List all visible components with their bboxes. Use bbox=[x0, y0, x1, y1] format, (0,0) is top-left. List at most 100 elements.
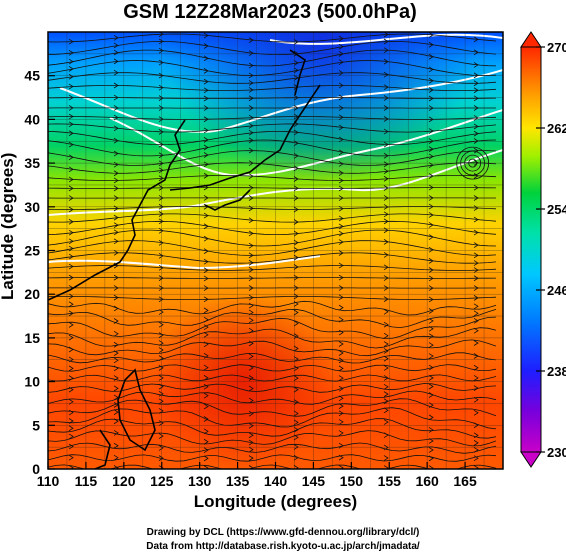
wind-arrow bbox=[68, 433, 74, 440]
wind-arrow bbox=[68, 130, 74, 137]
wind-arrow bbox=[293, 410, 299, 417]
x-tick-label: 110 bbox=[37, 473, 60, 489]
wind-arrow bbox=[338, 385, 344, 392]
wind-arrow bbox=[68, 113, 74, 120]
wind-arrow bbox=[113, 222, 119, 228]
wind-arrow bbox=[293, 185, 299, 192]
wind-arrow bbox=[293, 206, 299, 213]
wind-arrow bbox=[158, 167, 164, 174]
wind-arrow bbox=[248, 375, 254, 381]
wind-arrow bbox=[158, 455, 164, 461]
wind-arrow bbox=[158, 59, 164, 66]
wind-arrow bbox=[383, 239, 389, 245]
wind-arrow bbox=[248, 95, 254, 102]
chart-title: GSM 12Z28Mar2023 (500.0hPa) bbox=[123, 1, 417, 23]
wind-arrow bbox=[158, 141, 164, 148]
streamline bbox=[48, 383, 497, 393]
wind-arrow bbox=[293, 399, 299, 405]
wind-arrow bbox=[68, 141, 74, 148]
wind-arrow bbox=[203, 161, 209, 168]
wind-arrow bbox=[428, 364, 434, 371]
wind-arrow bbox=[428, 41, 434, 48]
wind-arrow bbox=[248, 439, 254, 446]
wind-arrow bbox=[428, 32, 434, 38]
wind-arrow bbox=[203, 316, 209, 323]
wind-arrow bbox=[428, 128, 434, 134]
wind-arrow bbox=[158, 211, 164, 217]
wind-arrow bbox=[293, 60, 299, 66]
wind-arrow bbox=[158, 105, 164, 111]
wind-arrow bbox=[428, 184, 434, 191]
wind-arrow bbox=[293, 264, 299, 270]
wind-arrow bbox=[248, 364, 254, 371]
wind-arrow bbox=[68, 293, 74, 300]
streamline bbox=[48, 374, 497, 382]
wind-arrow bbox=[113, 58, 119, 65]
wind-arrow bbox=[203, 55, 209, 62]
wind-arrow bbox=[338, 195, 344, 201]
wind-arrow bbox=[428, 455, 434, 462]
colorbar-top-arrow bbox=[520, 31, 542, 48]
streamline bbox=[48, 308, 497, 329]
streamline bbox=[48, 464, 497, 469]
wind-arrow bbox=[473, 130, 479, 137]
wind-arrow bbox=[68, 166, 74, 173]
wind-arrow bbox=[248, 259, 254, 266]
wind-arrow bbox=[383, 391, 389, 397]
wind-arrow bbox=[68, 238, 74, 245]
wind-arrow bbox=[293, 39, 299, 45]
wind-arrow bbox=[338, 70, 344, 76]
y-tick-label: 45 bbox=[24, 68, 40, 84]
wind-arrow bbox=[473, 340, 479, 346]
wind-arrow bbox=[248, 37, 254, 43]
wind-arrow bbox=[113, 454, 119, 461]
x-tick-label: 125 bbox=[150, 473, 174, 489]
wind-arrow bbox=[383, 444, 389, 451]
wind-arrow bbox=[203, 172, 209, 179]
wind-arrow bbox=[383, 348, 389, 354]
wind-arrow bbox=[113, 465, 119, 469]
wind-arrow bbox=[248, 294, 254, 301]
wind-arrow bbox=[203, 416, 209, 422]
wind-arrow bbox=[203, 144, 209, 151]
wind-arrow bbox=[113, 394, 119, 401]
wind-arrow bbox=[158, 390, 164, 397]
wind-arrow bbox=[248, 80, 254, 86]
wind-arrow bbox=[338, 357, 344, 364]
wind-arrow bbox=[473, 147, 479, 154]
wind-arrow bbox=[473, 455, 479, 462]
wind-arrow bbox=[68, 418, 74, 424]
wind-arrow bbox=[428, 392, 434, 398]
streamline bbox=[48, 229, 497, 247]
wind-arrow bbox=[338, 410, 344, 417]
streamline bbox=[48, 40, 497, 56]
wind-arrow bbox=[113, 150, 119, 157]
wind-arrow bbox=[203, 223, 209, 230]
wind-arrow bbox=[158, 95, 164, 101]
wind-arrow bbox=[203, 465, 209, 469]
y-tick-label: 35 bbox=[24, 155, 40, 171]
wind-arrow bbox=[383, 398, 389, 405]
wind-arrow bbox=[473, 310, 479, 317]
streamline bbox=[48, 49, 497, 67]
wind-arrow bbox=[428, 153, 434, 160]
wind-arrow bbox=[158, 398, 164, 405]
wind-arrow bbox=[383, 275, 389, 281]
wind-arrow bbox=[383, 95, 389, 101]
y-tick-label: 25 bbox=[24, 243, 40, 259]
wind-arrow bbox=[113, 105, 119, 111]
wind-arrow bbox=[68, 105, 74, 111]
streamline bbox=[48, 213, 497, 223]
streamline bbox=[48, 162, 497, 174]
wind-arrow bbox=[68, 38, 74, 45]
wind-arrow bbox=[473, 80, 479, 87]
wind-arrow bbox=[113, 214, 119, 221]
streamline bbox=[48, 123, 497, 133]
wind-arrow bbox=[428, 447, 434, 453]
wind-arrow bbox=[203, 32, 209, 39]
wind-arrow bbox=[473, 229, 479, 236]
wind-arrow bbox=[473, 252, 479, 259]
wind-arrow bbox=[383, 218, 389, 225]
streamline bbox=[48, 430, 497, 447]
x-tick-label: 115 bbox=[75, 473, 98, 489]
